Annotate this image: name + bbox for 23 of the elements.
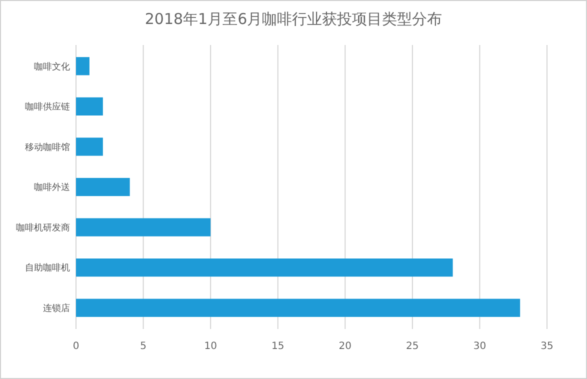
x-tick-label: 5 bbox=[140, 341, 146, 352]
x-tick-label: 35 bbox=[540, 341, 554, 352]
bar bbox=[76, 97, 103, 116]
y-tick-label: 咖啡机研发商 bbox=[16, 222, 70, 234]
bar bbox=[76, 57, 90, 76]
y-tick-label: 咖啡文化 bbox=[34, 61, 70, 72]
y-tick-label: 移动咖啡馆 bbox=[25, 142, 70, 153]
chart-title: 2018年1月至6月咖啡行业获投项目类型分布 bbox=[144, 10, 442, 28]
y-tick-label: 连锁店 bbox=[43, 303, 70, 314]
bar bbox=[76, 258, 453, 277]
y-tick-label: 自助咖啡机 bbox=[25, 262, 70, 274]
x-tick-label: 30 bbox=[473, 341, 486, 352]
bar bbox=[76, 138, 103, 156]
y-tick-label: 咖啡供应链 bbox=[25, 102, 70, 113]
y-tick-label: 咖啡外送 bbox=[34, 182, 70, 194]
x-tick-label: 25 bbox=[406, 341, 419, 352]
x-tick-label: 10 bbox=[204, 341, 217, 352]
x-tick-label: 15 bbox=[271, 341, 284, 352]
x-tick-label: 0 bbox=[72, 341, 80, 352]
x-tick-label: 20 bbox=[338, 341, 352, 352]
bar bbox=[76, 218, 211, 236]
bar bbox=[76, 298, 520, 317]
bar bbox=[76, 178, 130, 196]
